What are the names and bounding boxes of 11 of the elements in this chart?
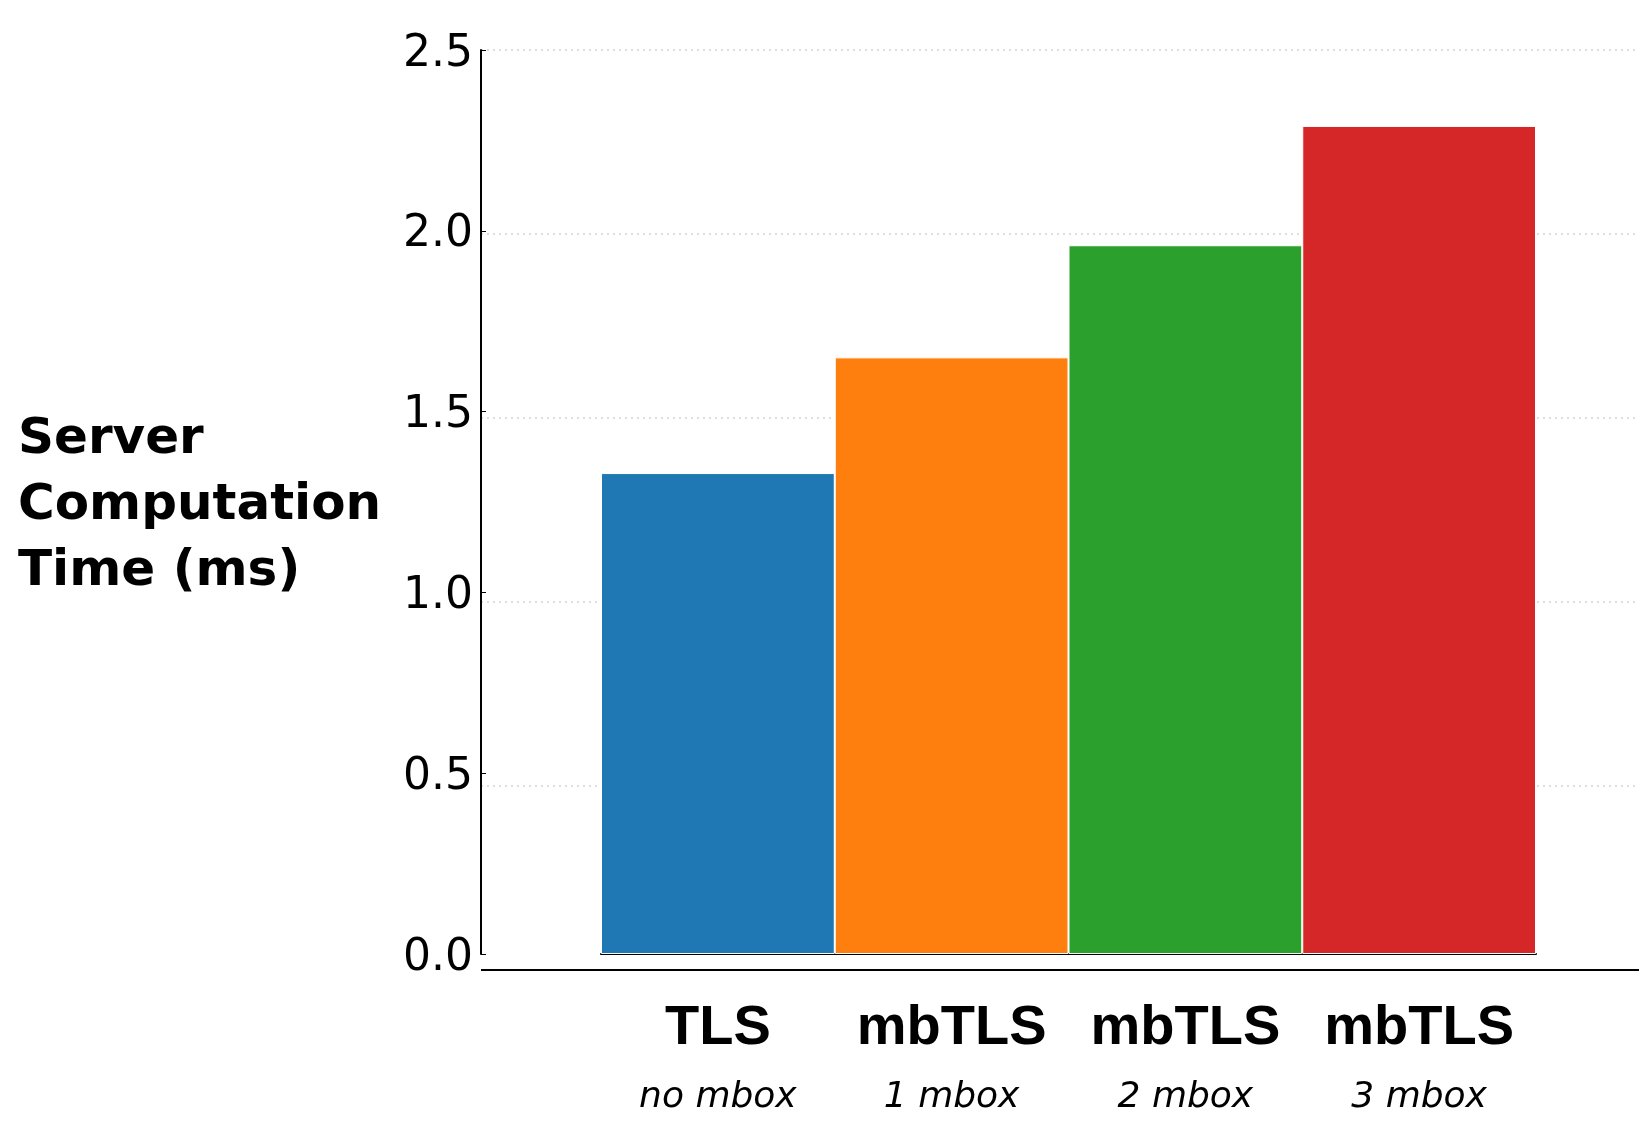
text: 2.0 (403, 205, 473, 257)
text: 0.0 (403, 928, 473, 980)
x-tick-label: mbTLS 2 mbox (1090, 992, 1281, 1115)
y-tick-label: 1.5 (403, 386, 473, 438)
x-tick-label: mbTLS 3 mbox (1324, 992, 1515, 1115)
x-tick-label: TLS no mbox (639, 992, 798, 1115)
y-tick-label: 0.5 (403, 747, 473, 799)
x-tick-label: mbTLS 1 mbox (856, 992, 1047, 1115)
y-tick-label: 2.5 (403, 24, 473, 76)
y-axis-title: Server Computation Time (ms) (18, 407, 399, 597)
text: 1.0 (403, 566, 473, 618)
